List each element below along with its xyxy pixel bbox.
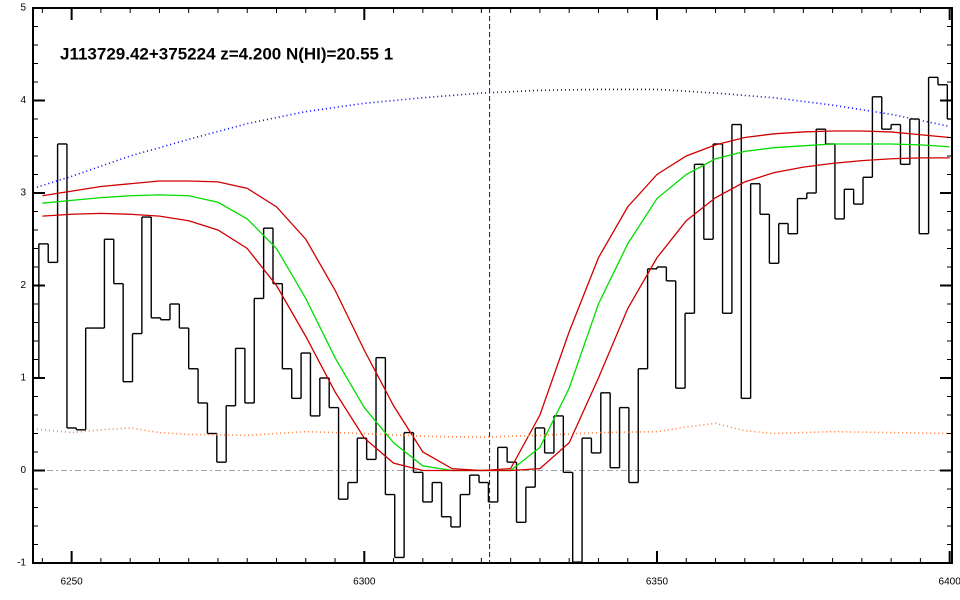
plot-frame xyxy=(32,7,953,564)
flux-step-connector xyxy=(38,77,949,563)
y-tick-label: 3 xyxy=(20,188,26,199)
y-tick-label: -1 xyxy=(17,558,26,569)
x-tick-label: 6250 xyxy=(61,577,84,588)
y-tick-label: 0 xyxy=(20,465,26,476)
x-tick-label: 6300 xyxy=(353,577,376,588)
y-tick-label: 2 xyxy=(20,280,26,291)
chart-title: J113729.42+375224 z=4.200 N(HI)=20.55 1 xyxy=(60,44,393,63)
y-tick-label: 4 xyxy=(20,95,26,106)
x-tick-label: 6400 xyxy=(939,577,960,588)
dotted-curve xyxy=(33,422,950,439)
y-tick-label: 5 xyxy=(20,3,26,14)
y-tick-label: 1 xyxy=(20,373,26,384)
dotted-curve xyxy=(33,88,950,190)
plot-area xyxy=(33,8,952,563)
model-curve xyxy=(42,157,950,472)
model-curve xyxy=(42,130,950,472)
x-tick-label: 6350 xyxy=(646,577,669,588)
